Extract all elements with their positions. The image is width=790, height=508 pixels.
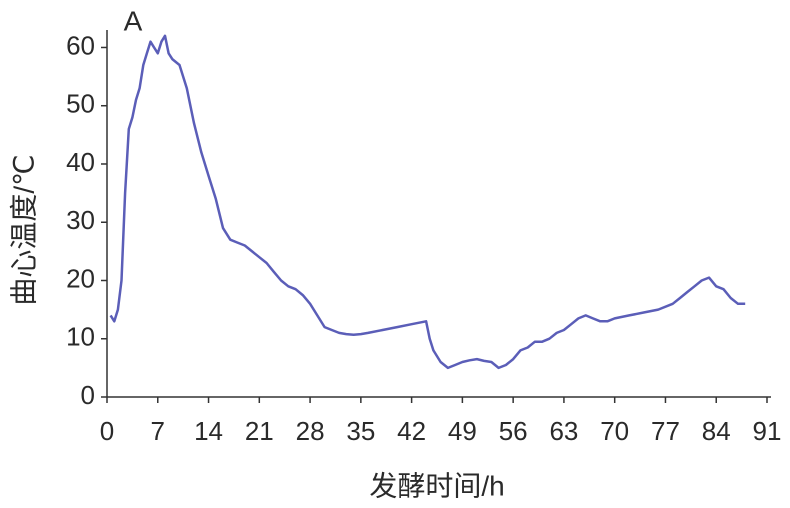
panel-label: A bbox=[124, 5, 143, 36]
x-tick-label: 63 bbox=[549, 416, 578, 446]
y-tick-label: 20 bbox=[66, 263, 95, 293]
data-line bbox=[109, 34, 746, 370]
x-tick-label: 7 bbox=[151, 416, 165, 446]
x-tick-label: 21 bbox=[245, 416, 274, 446]
y-tick-label: 0 bbox=[81, 380, 95, 410]
x-tick-label: 56 bbox=[499, 416, 528, 446]
x-tick-label: 14 bbox=[194, 416, 223, 446]
y-tick-label: 60 bbox=[66, 30, 95, 60]
y-axis-label: 曲心温度/℃ bbox=[8, 154, 39, 305]
x-tick-label: 35 bbox=[346, 416, 375, 446]
x-tick-label: 70 bbox=[600, 416, 629, 446]
x-tick-label: 0 bbox=[100, 416, 114, 446]
x-tick-label: 84 bbox=[702, 416, 731, 446]
x-axis-label: 发酵时间/h bbox=[369, 470, 504, 501]
y-tick-label: 50 bbox=[66, 89, 95, 119]
y-tick-label: 10 bbox=[66, 322, 95, 352]
x-tick-label: 49 bbox=[448, 416, 477, 446]
y-tick-label: 40 bbox=[66, 147, 95, 177]
x-tick-label: 91 bbox=[753, 416, 782, 446]
y-tick-label: 30 bbox=[66, 205, 95, 235]
x-tick-label: 42 bbox=[397, 416, 426, 446]
x-tick-label: 77 bbox=[651, 416, 680, 446]
x-tick-label: 28 bbox=[296, 416, 325, 446]
